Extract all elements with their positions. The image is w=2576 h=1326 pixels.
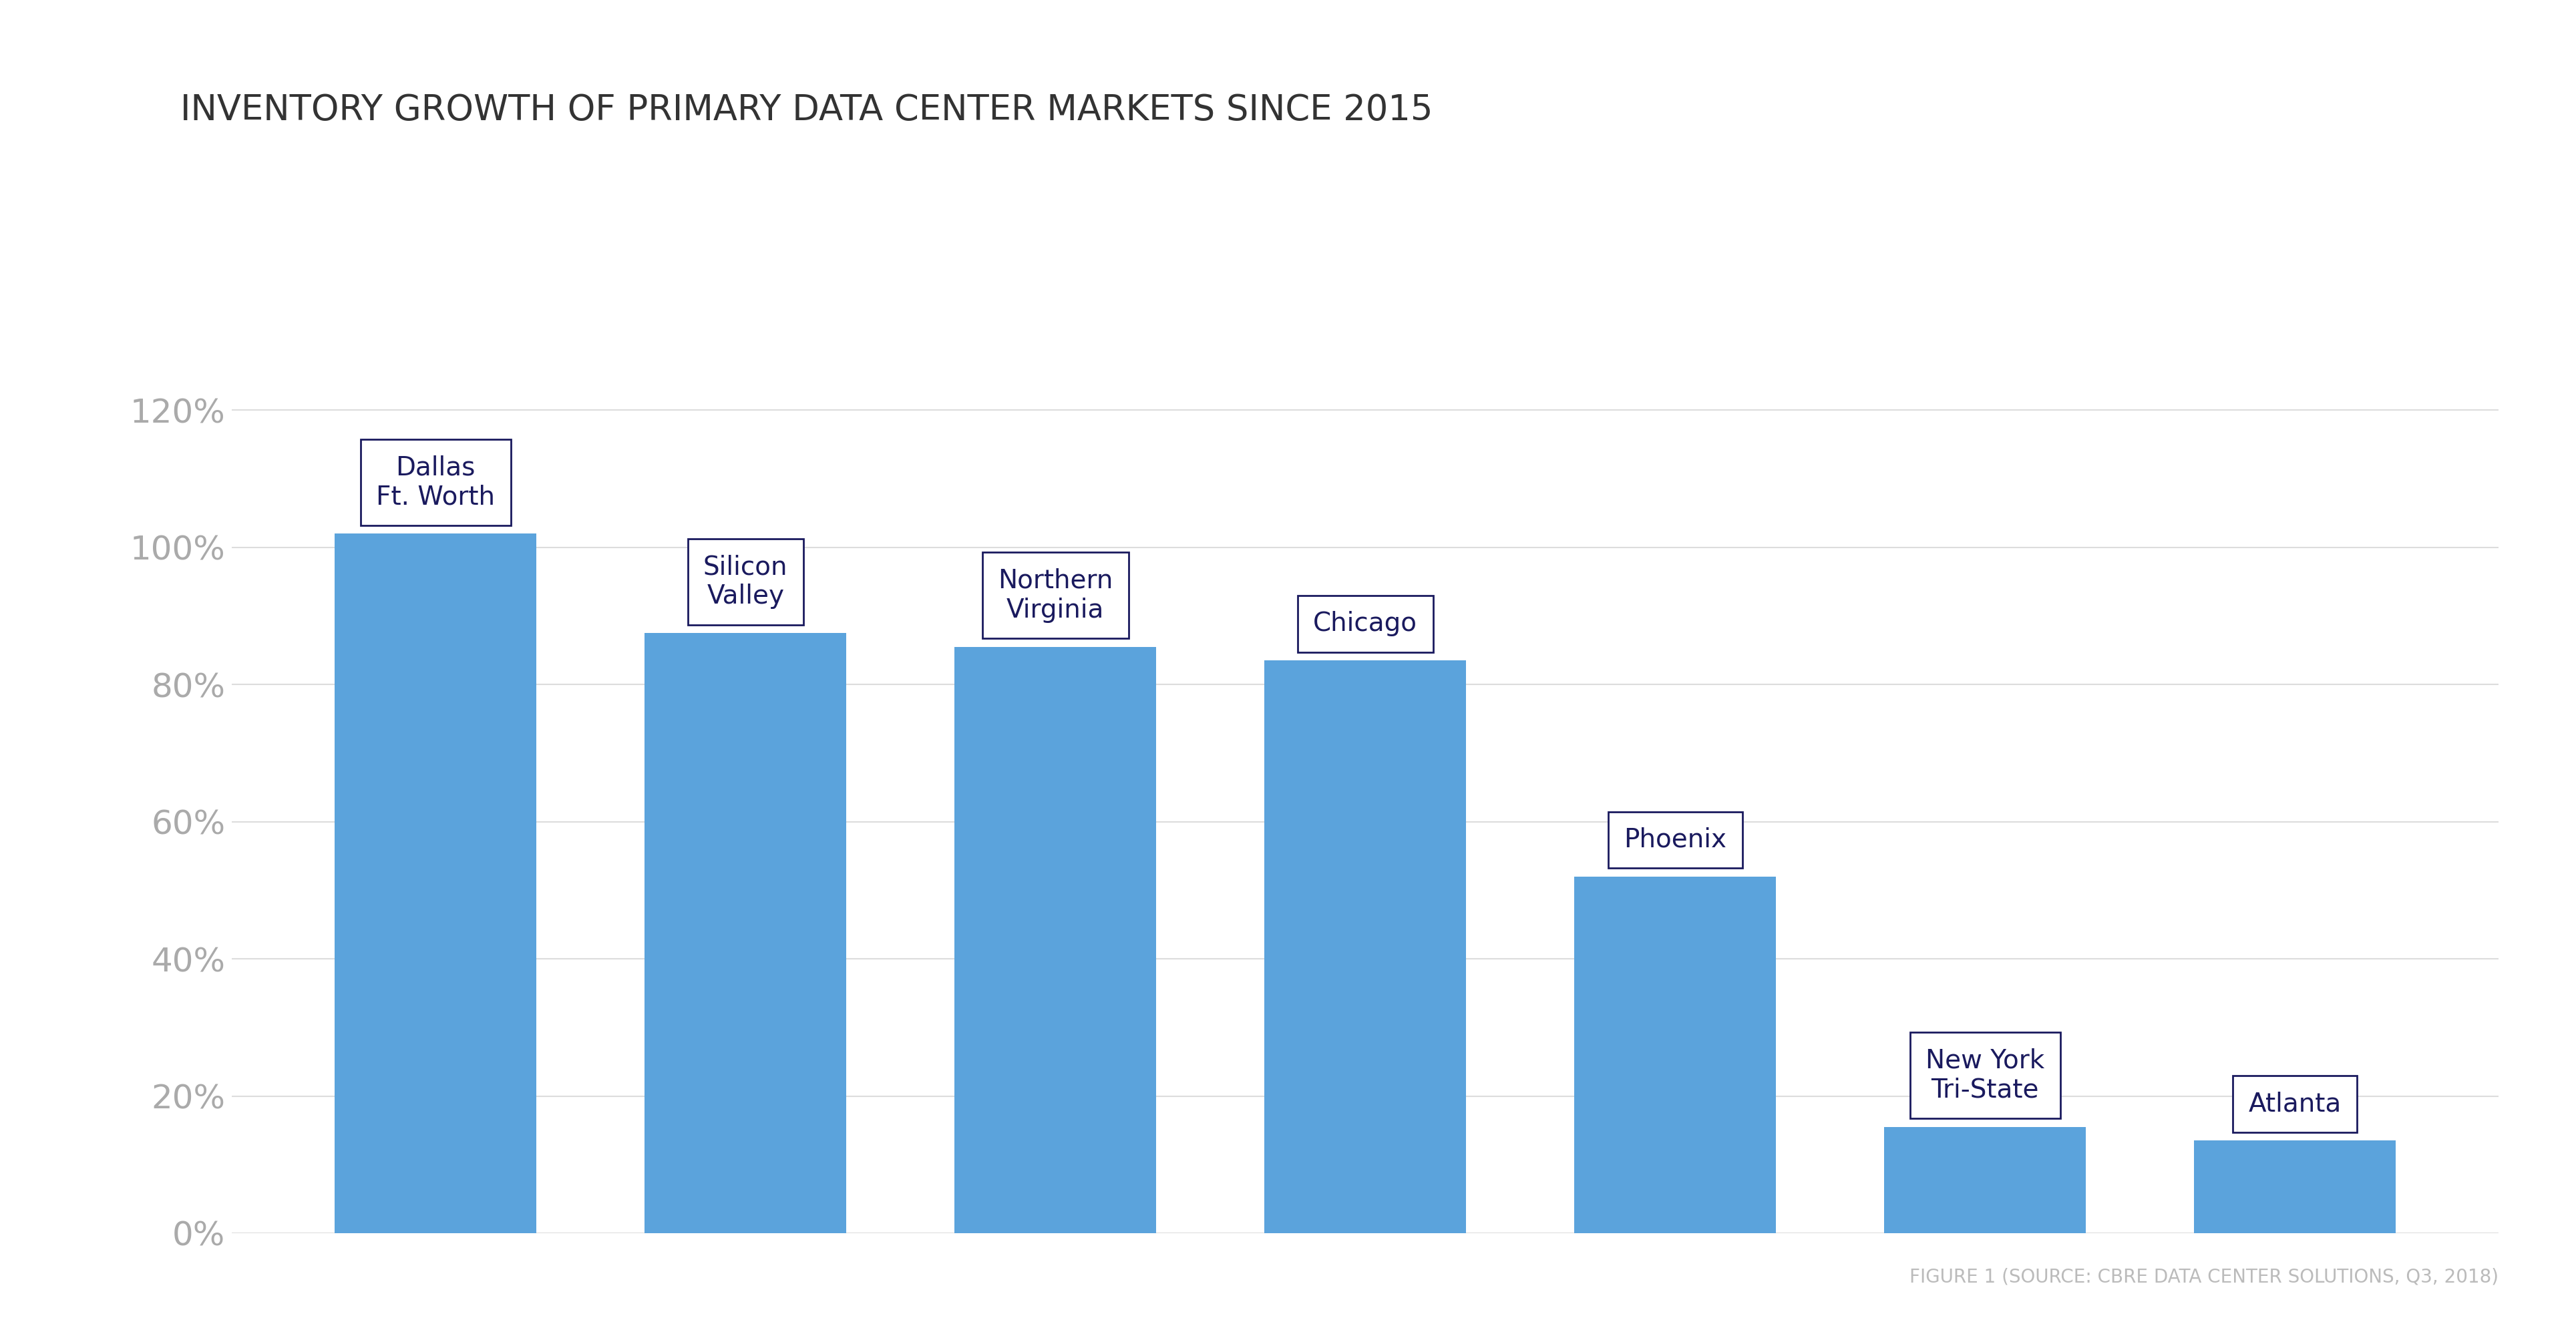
Text: New York
Tri-State: New York Tri-State [1924, 1048, 2045, 1103]
Text: Phoenix: Phoenix [1623, 827, 1726, 853]
Bar [644, 633, 845, 1233]
Bar [1886, 1127, 2087, 1233]
Text: FIGURE 1 (SOURCE: CBRE DATA CENTER SOLUTIONS, Q3, 2018): FIGURE 1 (SOURCE: CBRE DATA CENTER SOLUT… [1909, 1268, 2499, 1286]
Bar [956, 647, 1157, 1233]
Text: Dallas
Ft. Worth: Dallas Ft. Worth [376, 455, 495, 509]
Text: Northern
Virginia: Northern Virginia [997, 568, 1113, 623]
Bar [1265, 660, 1466, 1233]
Bar [1574, 876, 1775, 1233]
Text: Silicon
Valley: Silicon Valley [703, 554, 788, 609]
Bar [2195, 1140, 2396, 1233]
Text: Atlanta: Atlanta [2249, 1091, 2342, 1116]
Text: INVENTORY GROWTH OF PRIMARY DATA CENTER MARKETS SINCE 2015: INVENTORY GROWTH OF PRIMARY DATA CENTER … [180, 93, 1432, 127]
Bar [335, 533, 536, 1233]
Text: Chicago: Chicago [1314, 611, 1417, 636]
